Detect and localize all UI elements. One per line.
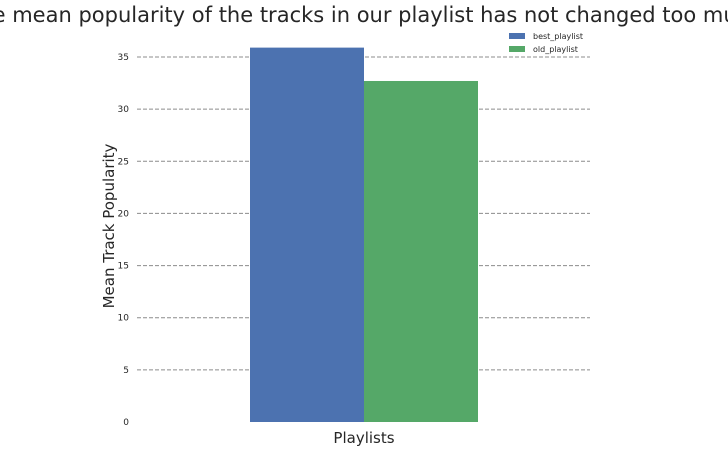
legend-label: old_playlist — [533, 45, 578, 54]
grid-lines — [137, 56, 590, 371]
legend-label: best_playlist — [533, 32, 583, 41]
y-tick-labels: 0 5 10 15 20 25 30 35 — [118, 53, 130, 428]
y-tick-label: 10 — [118, 314, 130, 324]
y-tick-label: 35 — [118, 53, 129, 63]
bars — [250, 47, 478, 422]
legend-swatch — [509, 46, 525, 52]
y-tick-label: 5 — [123, 366, 129, 376]
y-tick-label: 0 — [123, 418, 129, 428]
bar-old-playlist — [364, 80, 478, 422]
x-axis-label: Playlists — [333, 429, 394, 447]
y-tick-label: 15 — [118, 262, 129, 272]
bar-best-playlist — [250, 47, 364, 422]
y-tick-label: 20 — [118, 209, 130, 219]
legend: best_playlist old_playlist — [509, 32, 583, 54]
legend-swatch — [509, 33, 525, 39]
y-tick-label: 25 — [118, 157, 129, 167]
y-tick-label: 30 — [118, 105, 130, 115]
y-axis-label: Mean Track Popularity — [100, 143, 118, 308]
chart-title: The mean popularity of the tracks in our… — [0, 3, 728, 27]
